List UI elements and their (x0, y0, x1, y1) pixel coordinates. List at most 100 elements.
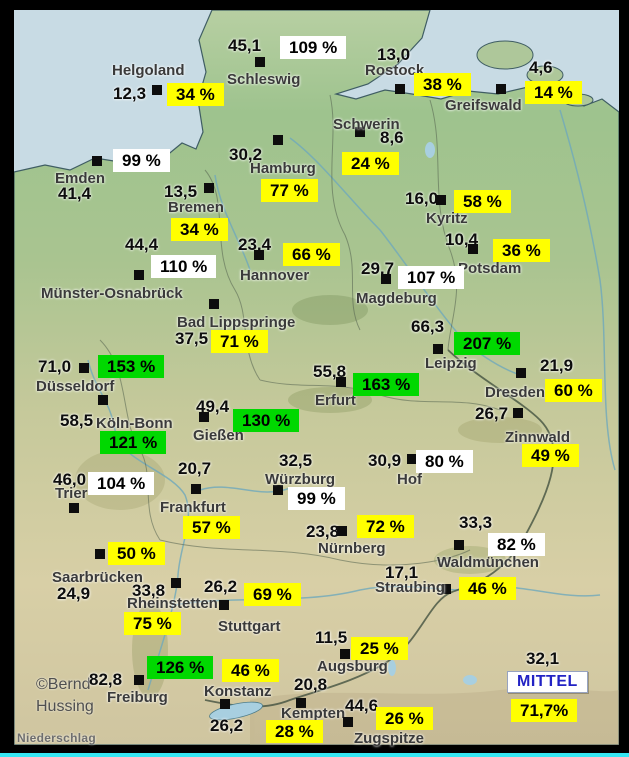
precip-value: 49,4 (196, 397, 230, 416)
station-marker (134, 675, 144, 685)
station-marker (355, 127, 365, 137)
precip-value: 37,5 (175, 329, 209, 348)
station-name: Leipzig (425, 355, 477, 372)
precip-value: 23,4 (238, 235, 272, 254)
station-name: Freiburg (107, 689, 168, 706)
percent-badge: 49 % (522, 444, 579, 467)
station-marker (204, 183, 214, 193)
precip-value: 26,7 (475, 404, 509, 423)
map-caption: Niederschlag (17, 731, 96, 745)
station-marker (92, 156, 102, 166)
percent-badge: 82 % (488, 533, 545, 556)
precip-value: 20,7 (178, 459, 212, 478)
precip-value: 13,0 (377, 45, 411, 64)
station-marker (95, 549, 105, 559)
station-name: Stuttgart (218, 618, 281, 635)
precip-value: 41,4 (58, 184, 92, 203)
station-name: Düsseldorf (36, 378, 115, 395)
station-marker (441, 584, 451, 594)
station-marker (337, 526, 347, 536)
station-marker (220, 699, 230, 709)
percent-badge: 153 % (98, 355, 165, 378)
station-name: Würzburg (265, 471, 335, 488)
precip-value: 30,2 (229, 145, 263, 164)
station-name: Frankfurt (160, 499, 226, 516)
precip-value: 16,0 (405, 189, 439, 208)
lakes (209, 142, 477, 721)
precip-value: 20,8 (294, 675, 328, 694)
percent-badge: 69 % (244, 583, 301, 606)
station-marker (407, 454, 417, 464)
station-name: Schleswig (227, 71, 301, 88)
precip-value: 4,6 (529, 58, 553, 77)
station-name: Helgoland (112, 62, 185, 79)
station-name: Konstanz (204, 683, 272, 700)
station-marker (516, 368, 526, 378)
station-name: Rostock (365, 62, 425, 79)
percent-badge: 163 % (353, 373, 420, 396)
station-marker (273, 135, 283, 145)
station-name: Erfurt (315, 392, 356, 409)
percent-badge: 50 % (108, 542, 165, 565)
station-marker (254, 250, 264, 260)
percent-badge: 34 % (167, 83, 224, 106)
station-marker (171, 578, 181, 588)
station-marker (343, 717, 353, 727)
precip-value: 66,3 (411, 317, 445, 336)
percent-badge: 126 % (147, 656, 214, 679)
station-marker (273, 485, 283, 495)
station-marker (219, 600, 229, 610)
percent-badge: 72 % (357, 515, 414, 538)
percent-badge: 207 % (454, 332, 521, 355)
station-marker (191, 484, 201, 494)
station-name: Bremen (168, 199, 224, 216)
station-marker (433, 344, 443, 354)
station-name: Hamburg (250, 160, 316, 177)
precip-value: 13,5 (164, 182, 198, 201)
station-marker (209, 299, 219, 309)
station-name: Rheinstetten (127, 595, 218, 612)
percent-badge: 99 % (113, 149, 170, 172)
country-border (204, 349, 555, 708)
station-name: Dresden (485, 384, 546, 401)
percent-badge: 25 % (351, 637, 408, 660)
precip-value: 30,9 (368, 451, 402, 470)
credit-line-2: Hussing (36, 698, 94, 715)
precip-value: 24,9 (57, 584, 91, 603)
station-name: Münster-Osnabrück (41, 285, 183, 302)
station-name: Kempten (281, 705, 346, 722)
percent-badge: 26 % (376, 707, 433, 730)
station-name: Kyritz (426, 210, 468, 227)
percent-badge: 71 % (211, 330, 268, 353)
station-name: Gießen (193, 427, 244, 444)
precip-value: 10,4 (445, 230, 479, 249)
percent-badge: 99 % (288, 487, 345, 510)
bottom-strip (0, 753, 629, 757)
station-name: Hannover (240, 267, 310, 284)
station-marker (336, 377, 346, 387)
station-marker (340, 649, 350, 659)
precip-value: 55,8 (313, 362, 347, 381)
precip-value: 11,5 (315, 628, 348, 647)
station-name: Hof (397, 471, 422, 488)
precip-value: 58,5 (60, 411, 94, 430)
station-name: Saarbrücken (52, 569, 143, 586)
percent-badge: 36 % (493, 239, 550, 262)
